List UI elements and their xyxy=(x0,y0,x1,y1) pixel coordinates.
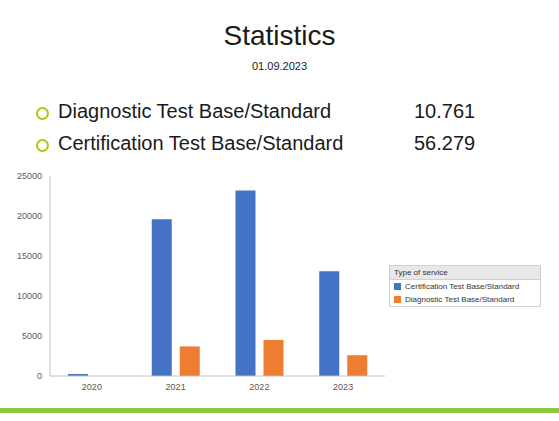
html-text:Type of service: Type of service xyxy=(394,268,448,277)
html-text:Diagnostic Test Base/Standard: Diagnostic Test Base/Standard xyxy=(405,295,515,304)
html-text:56.279: 56.279 xyxy=(414,132,476,154)
svg-text:0: 0 xyxy=(37,371,42,381)
svg-text:10000: 10000 xyxy=(17,291,42,301)
html-text:Certification Test Base/Standa: Certification Test Base/Standard xyxy=(58,132,344,154)
svg-text:2022: 2022 xyxy=(249,382,269,392)
svg-text:2020: 2020 xyxy=(82,382,102,392)
svg-text:15000: 15000 xyxy=(17,251,42,261)
html-text:10.761: 10.761 xyxy=(414,100,476,122)
html-text:Statistics: Statistics xyxy=(223,20,336,51)
svg-text:25000: 25000 xyxy=(17,171,42,181)
html-text:Diagnostic Test Base/Standard: Diagnostic Test Base/Standard xyxy=(58,100,332,122)
svg-text:5000: 5000 xyxy=(22,331,42,341)
svg-text:2021: 2021 xyxy=(166,382,186,392)
html-text:Certification Test Base/Standa: Certification Test Base/Standard xyxy=(405,282,520,291)
svg-text:2023: 2023 xyxy=(333,382,353,392)
svg-text:20000: 20000 xyxy=(17,211,42,221)
html-text:01.09.2023: 01.09.2023 xyxy=(252,60,307,72)
